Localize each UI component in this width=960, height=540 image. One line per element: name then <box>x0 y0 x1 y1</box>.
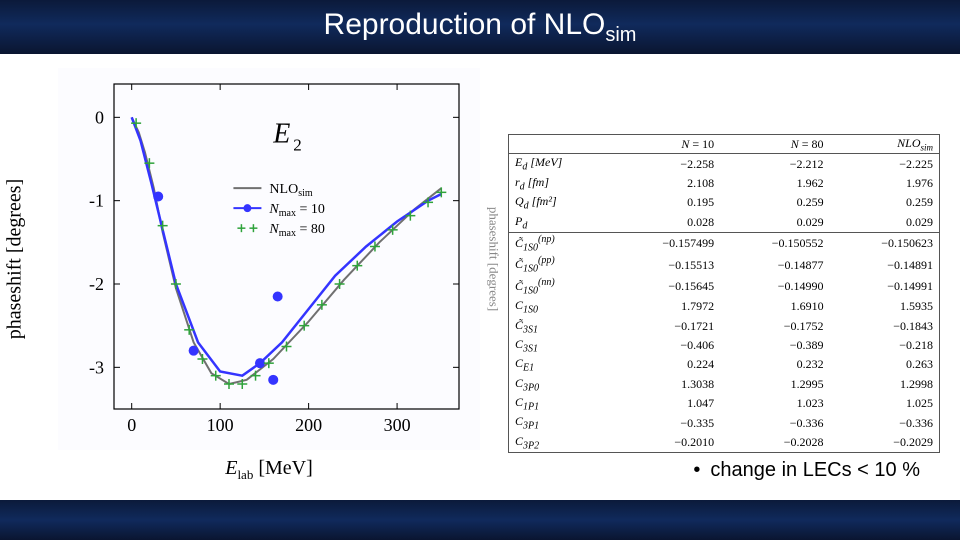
page-title-main: Reproduction of NLO <box>324 8 606 41</box>
bullet-summary: •change in LECs < 10 % <box>693 459 920 482</box>
svg-text:2: 2 <box>293 135 302 154</box>
bullet-dot-icon: • <box>693 459 710 481</box>
svg-text:300: 300 <box>384 415 411 435</box>
svg-text:-2: -2 <box>89 274 104 294</box>
chart-right-label: phaseshift [degrees] <box>485 207 501 311</box>
page-title: Reproduction of NLOsim <box>324 8 637 47</box>
svg-text:200: 200 <box>295 415 322 435</box>
lec-table: N = 10N = 80NLOsimEd [MeV]−2.258−2.212−2… <box>508 134 940 453</box>
footer-bar <box>0 500 960 540</box>
svg-text:0: 0 <box>95 107 104 127</box>
svg-text:Nmax = 10: Nmax = 10 <box>268 202 324 219</box>
svg-text:100: 100 <box>207 415 234 435</box>
page-title-sub: sim <box>605 24 636 46</box>
svg-text:Nmax = 80: Nmax = 80 <box>268 222 324 239</box>
content-area: phaseshift [degrees] Elab [MeV] phaseshi… <box>0 54 960 500</box>
svg-text:-1: -1 <box>89 191 104 211</box>
bullet-text: change in LECs < 10 % <box>710 459 920 481</box>
chart-x-axis-label: Elab [MeV] <box>225 457 313 483</box>
lec-table-inner: N = 10N = 80NLOsimEd [MeV]−2.258−2.212−2… <box>509 135 939 452</box>
svg-text:E: E <box>272 118 290 149</box>
chart-y-axis-label: phaseshift [degrees] <box>4 179 27 340</box>
phase-shift-chart: phaseshift [degrees] Elab [MeV] phaseshi… <box>58 68 480 450</box>
svg-text:-3: -3 <box>89 357 104 377</box>
chart-svg: 0-1-2-30100200300E2NLOsimNmax = 10Nmax =… <box>59 69 479 449</box>
title-bar: Reproduction of NLOsim <box>0 0 960 54</box>
svg-text:0: 0 <box>127 415 136 435</box>
